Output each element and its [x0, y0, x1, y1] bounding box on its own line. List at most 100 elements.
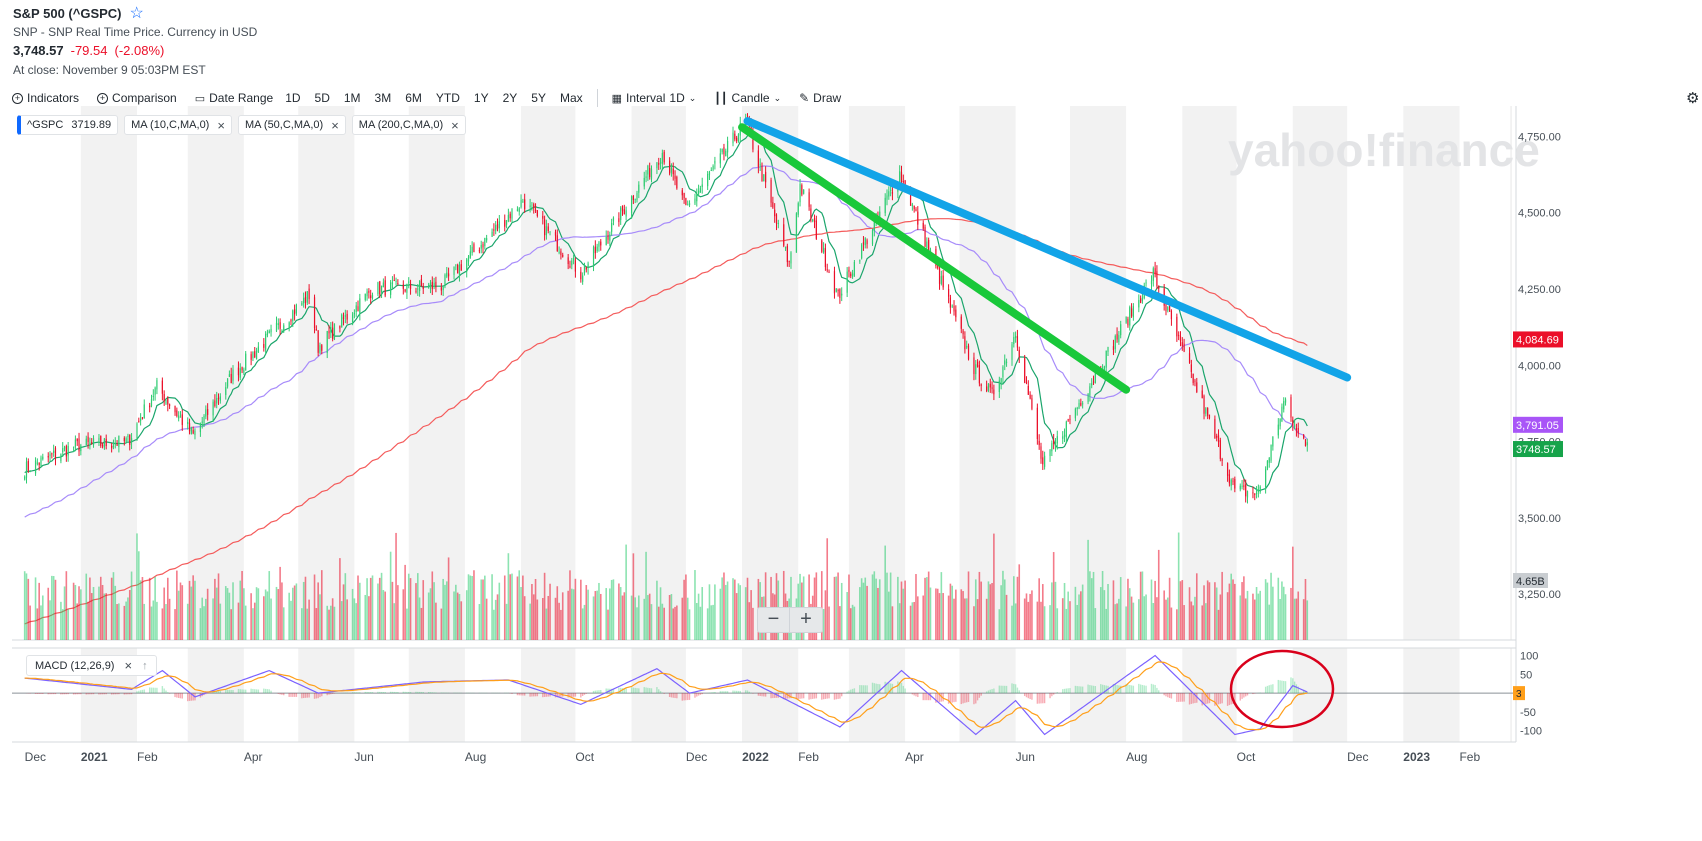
close-icon[interactable]: ×	[124, 658, 133, 673]
macd-histogram-bar	[62, 693, 64, 695]
close-icon[interactable]: ×	[217, 117, 225, 133]
macd-histogram-bar	[871, 682, 874, 694]
macd-histogram-bar	[138, 690, 140, 694]
volume-bar	[453, 591, 455, 640]
macd-histogram-bar	[281, 693, 283, 695]
range-1m[interactable]: 1M	[343, 91, 361, 105]
candle-body	[1053, 440, 1055, 444]
candle-body	[1279, 418, 1281, 427]
arrow-up-icon[interactable]: ↑	[142, 659, 148, 672]
volume-bar	[569, 570, 571, 640]
macd-histogram-bar	[313, 693, 316, 699]
macd-histogram-bar	[1063, 688, 1066, 694]
settings-gear-icon[interactable]: ⚙	[1686, 90, 1700, 107]
macd-histogram-bar	[656, 687, 658, 694]
range-max[interactable]: Max	[559, 91, 583, 105]
candle-body	[1266, 460, 1269, 470]
range-2y[interactable]: 2Y	[502, 91, 518, 105]
volume-bar	[1215, 587, 1218, 640]
indicators-button[interactable]: + Indicators	[12, 91, 79, 105]
macd-histogram-bar	[60, 693, 62, 695]
volume-bar	[1277, 577, 1280, 640]
candle-body	[685, 198, 687, 206]
volume-bar	[607, 609, 609, 640]
candle-body	[567, 257, 569, 265]
range-5d[interactable]: 5D	[314, 91, 330, 105]
macd-histogram-bar	[359, 692, 361, 694]
range-3m[interactable]: 3M	[374, 91, 392, 105]
candle-body	[103, 438, 105, 448]
macd-histogram-bar	[252, 688, 254, 694]
draw-button[interactable]: ✎ Draw	[799, 91, 842, 105]
macd-histogram-bar	[612, 688, 615, 694]
candle-body	[701, 184, 703, 187]
watchlist-star-icon[interactable]: ☆	[129, 4, 144, 22]
range-ytd[interactable]: YTD	[435, 91, 460, 105]
volume-bar	[128, 589, 131, 640]
macd-legend[interactable]: MACD (12,26,9) × ↑	[26, 655, 157, 676]
range-5y[interactable]: 5Y	[531, 91, 546, 105]
candle-body	[471, 246, 473, 253]
macd-histogram-bar	[1065, 688, 1068, 694]
volume-bar	[1264, 579, 1267, 640]
volume-bar	[1074, 586, 1077, 640]
macd-histogram-bar	[547, 693, 549, 697]
macd-histogram-bar	[49, 693, 51, 695]
volume-bar	[1016, 576, 1019, 640]
macd-histogram-bar	[1150, 683, 1153, 694]
volume-bar	[976, 599, 979, 640]
macd-histogram-bar	[181, 693, 183, 699]
macd-histogram-bar	[543, 693, 546, 697]
month-band	[521, 106, 576, 640]
legend-gspc[interactable]: ^GSPC 3719.89	[17, 115, 119, 135]
volume-bar	[699, 606, 702, 640]
volume-bar	[534, 578, 537, 640]
macd-histogram-bar	[911, 693, 914, 695]
zoom-controls: − +	[757, 607, 823, 633]
volume-bar	[201, 597, 204, 640]
zoom-out-button[interactable]: −	[758, 608, 790, 632]
volume-bar	[953, 598, 955, 640]
close-icon[interactable]: ×	[451, 117, 459, 133]
volume-bar	[1063, 582, 1066, 640]
macd-histogram-bar	[1188, 693, 1191, 705]
range-6m[interactable]: 6M	[405, 91, 422, 105]
macd-histogram-bar	[645, 687, 647, 694]
comparison-button[interactable]: + Comparison	[97, 91, 177, 105]
macd-histogram-bar	[621, 688, 624, 694]
volume-bar	[1244, 598, 1247, 640]
interval-dropdown[interactable]: ▦ Interval 1D ⌄	[611, 91, 697, 105]
volume-bar	[263, 596, 265, 640]
candle-body	[65, 445, 67, 457]
chart-type-dropdown[interactable]: ┃┃ Candle ⌄	[714, 91, 782, 105]
range-1d[interactable]: 1D	[285, 91, 301, 105]
volume-bar	[916, 596, 919, 640]
zoom-in-button[interactable]: +	[800, 608, 812, 630]
candle-body	[942, 275, 944, 288]
macd-histogram-bar	[598, 690, 600, 694]
macd-histogram-bar	[1243, 693, 1245, 698]
volume-bar	[1076, 604, 1079, 640]
candle-body	[721, 148, 723, 153]
month-band	[408, 648, 465, 742]
legend-ma50[interactable]: MA (50,C,MA,0) ×	[237, 115, 346, 135]
volume-bar	[623, 592, 626, 640]
macd-histogram-bar	[636, 688, 638, 694]
candle-body	[353, 312, 355, 315]
macd-histogram-bar	[40, 693, 42, 694]
legend-ma200[interactable]: MA (200,C,MA,0) ×	[351, 115, 466, 135]
date-range-button[interactable]: ▭ Date Range	[194, 91, 274, 105]
candle-body	[457, 264, 459, 274]
legend-ma10[interactable]: MA (10,C,MA,0) ×	[124, 115, 232, 135]
macd-histogram-bar	[1023, 693, 1026, 697]
volume-bar	[295, 583, 298, 640]
close-icon[interactable]: ×	[331, 117, 339, 133]
volume-bar	[503, 575, 506, 640]
macd-histogram-bar	[150, 687, 153, 694]
candle-body	[871, 230, 874, 245]
volume-bar	[929, 587, 932, 640]
candle-body	[484, 237, 486, 247]
candle-body	[683, 192, 685, 199]
range-1y[interactable]: 1Y	[473, 91, 489, 105]
